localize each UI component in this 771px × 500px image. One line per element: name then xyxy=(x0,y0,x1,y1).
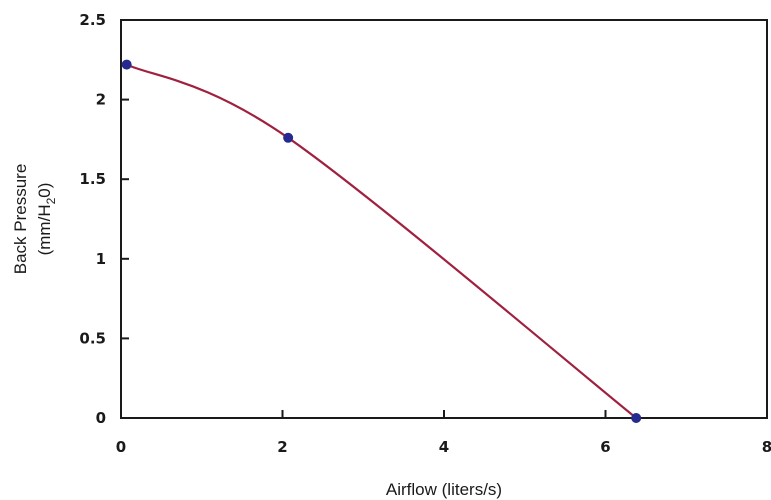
data-point xyxy=(283,132,294,143)
y-axis-title-prefix: (mm/H xyxy=(35,204,54,255)
y-axis-title-subscript: 2 xyxy=(44,197,58,204)
x-tick-label: 8 xyxy=(762,438,771,456)
series-group xyxy=(121,59,642,423)
y-axis-title-line1: Back Pressure xyxy=(11,164,30,275)
data-point xyxy=(631,413,642,423)
y-tick-label: 0.5 xyxy=(79,329,106,347)
data-point xyxy=(121,59,132,70)
y-tick-label: 1 xyxy=(96,250,106,268)
y-axis-title-line2: (mm/H20) xyxy=(35,183,58,256)
y-axis-ticks: 0 0.5 1 1.5 2 2.5 xyxy=(79,11,129,427)
series-line xyxy=(126,63,637,419)
x-axis-title: Airflow (liters/s) xyxy=(386,480,502,499)
x-axis-ticks: 0 2 4 6 8 xyxy=(116,410,771,456)
plot-frame xyxy=(120,19,768,419)
y-tick-label: 0 xyxy=(96,409,106,427)
y-tick-label: 2 xyxy=(96,91,106,109)
x-tick-label: 6 xyxy=(600,438,610,456)
y-axis-title-suffix: 0) xyxy=(35,183,54,198)
y-tick-label: 2.5 xyxy=(79,11,106,29)
x-tick-label: 0 xyxy=(116,438,126,456)
y-tick-label: 1.5 xyxy=(79,170,106,188)
x-tick-label: 4 xyxy=(439,438,449,456)
x-tick-label: 2 xyxy=(277,438,287,456)
